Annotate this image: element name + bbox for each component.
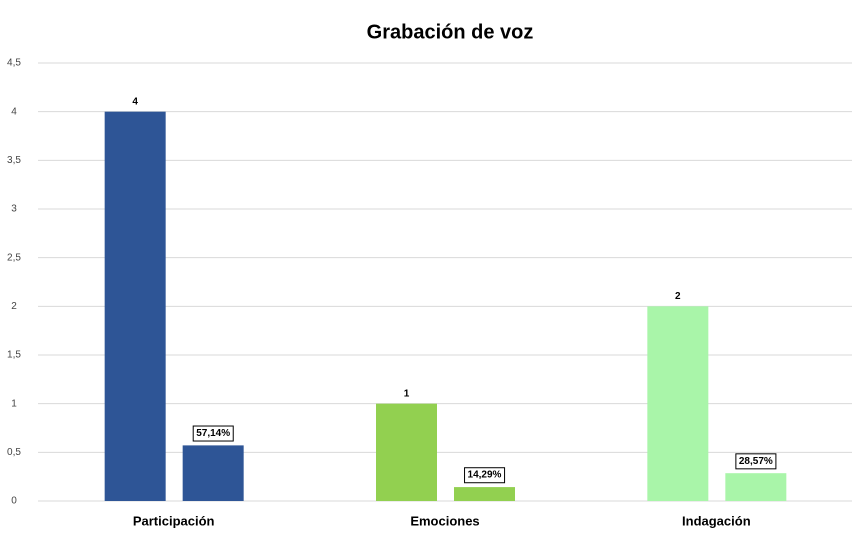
bar [454, 487, 515, 501]
data-label: 14,29% [468, 470, 502, 481]
bar [376, 403, 437, 501]
y-tick-label: 1 [11, 398, 17, 409]
y-tick-label: 2,5 [7, 252, 21, 263]
data-label: 2 [675, 291, 681, 302]
y-tick-label: 2 [11, 301, 17, 312]
data-label-box [464, 467, 506, 484]
x-tick-label: Participación [133, 513, 215, 528]
bar [725, 473, 787, 501]
x-tick-label: Indagación [682, 513, 751, 528]
data-label: 1 [404, 388, 410, 399]
y-tick-label: 0 [11, 496, 17, 507]
y-tick-label: 1,5 [7, 350, 21, 361]
y-tick-label: 3,5 [7, 155, 21, 166]
data-label: 28,57% [739, 456, 773, 467]
y-tick-label: 0,5 [7, 447, 21, 458]
y-tick-label: 4,5 [7, 58, 21, 69]
y-tick-label: 3 [11, 204, 17, 215]
bar [104, 111, 166, 502]
data-label-box [735, 453, 777, 470]
data-label: 57,14% [196, 428, 230, 439]
chart-title: Grabación de voz [367, 21, 534, 43]
bar [647, 306, 709, 501]
x-tick-label: Emociones [410, 513, 479, 528]
data-label: 4 [132, 96, 138, 107]
data-label-box [192, 425, 234, 442]
bar [182, 445, 244, 501]
y-tick-label: 4 [11, 106, 17, 117]
